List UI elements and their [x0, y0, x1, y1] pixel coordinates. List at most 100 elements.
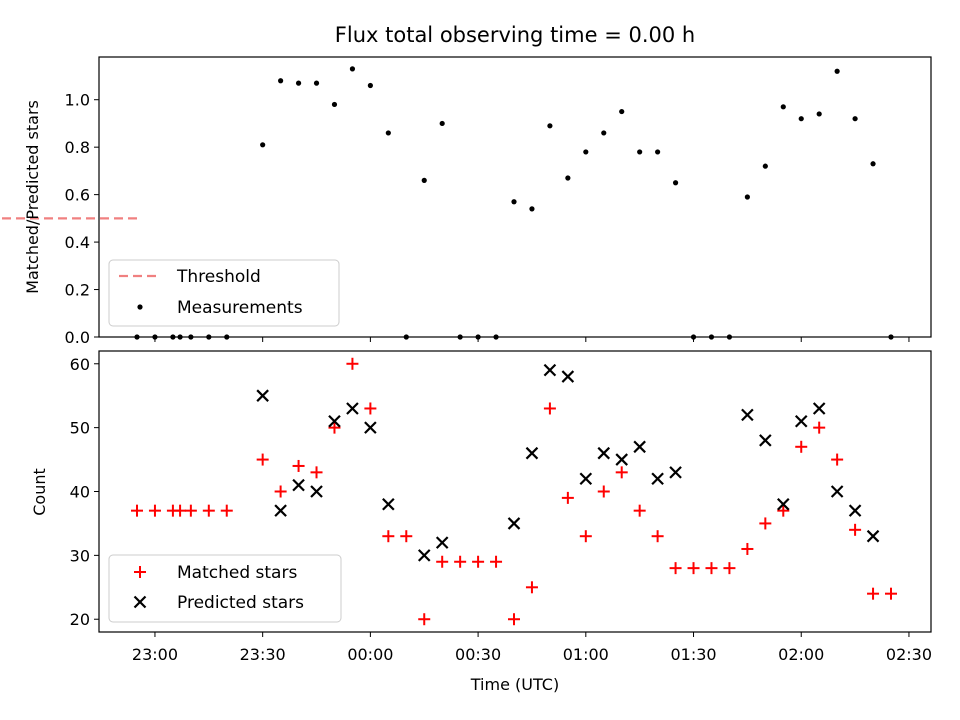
- predicted-stars-point: [346, 402, 359, 415]
- measurement-point: [439, 120, 445, 127]
- matched-stars-point: [202, 504, 215, 517]
- matched-stars-point: [561, 491, 574, 504]
- bottom-y-ticks: 20 30 40 50 60: [70, 355, 99, 629]
- predicted-stars-point: [417, 549, 431, 562]
- predicted-stars-point: [741, 408, 754, 422]
- predicted-stars-point: [669, 466, 682, 479]
- top-x-ticks: [154, 337, 910, 342]
- measurement-point: [870, 161, 876, 167]
- measurement-point: [260, 142, 266, 148]
- measurement-point: [619, 108, 625, 115]
- legend-matched-marker: [134, 566, 146, 578]
- measurement-point: [762, 163, 768, 169]
- top-y-axis-label: Matched/Predicted stars: [23, 100, 42, 294]
- legend-measurement-swatch: [137, 304, 143, 310]
- predicted-stars-point: [292, 478, 305, 492]
- measurement-point: [547, 123, 553, 129]
- bottom-legend-box: [108, 554, 342, 623]
- predicted-stars-point: [615, 453, 628, 466]
- matched-stars-point: [400, 530, 413, 543]
- matched-stars-point: [454, 555, 467, 568]
- legend-threshold-label: Threshold: [176, 267, 261, 287]
- matched-stars-point: [831, 453, 844, 466]
- predicted-stars-point: [777, 497, 790, 511]
- measurement-point: [798, 116, 804, 122]
- legend-matched-swatch: [134, 566, 146, 578]
- matched-stars-point: [436, 555, 449, 568]
- measurement-point: [367, 82, 373, 89]
- matched-stars-point: [579, 530, 592, 543]
- bottom-y-axis-label: Count: [30, 468, 49, 516]
- bottom-axes-frame: [98, 350, 932, 633]
- measurement-point: [816, 111, 822, 117]
- predicted-stars-point: [382, 497, 395, 511]
- bottom-x-tick-label: 02:00: [778, 645, 824, 664]
- matched-stars-point: [346, 357, 359, 370]
- predicted-stars-point: [274, 504, 287, 517]
- predicted-stars-point: [579, 472, 593, 486]
- matched-stars-point: [615, 466, 628, 479]
- bottom-x-tick-label: 23:00: [132, 645, 178, 664]
- matched-stars-point: [328, 421, 341, 434]
- matched-stars-point: [256, 453, 269, 466]
- measurement-point: [565, 175, 571, 181]
- matched-stars-point: [382, 530, 395, 543]
- top-y-tick-label: 0.8: [65, 138, 90, 157]
- matched-stars-point: [687, 562, 700, 575]
- matched-stars-point: [364, 402, 377, 415]
- matched-stars-point: [174, 504, 187, 517]
- measurement-point: [278, 78, 284, 84]
- matched-stars-point: [885, 587, 897, 600]
- matched-stars-point: [795, 440, 808, 453]
- measurement-point: [349, 66, 356, 72]
- matched-stars-point: [705, 562, 718, 575]
- legend-matched-label: Matched stars: [177, 563, 297, 583]
- legend-predicted-swatch: [133, 595, 147, 609]
- measurement-point: [529, 206, 535, 212]
- matched-stars-point: [508, 613, 520, 626]
- bottom-x-tick-label: 23:30: [240, 645, 286, 664]
- top-y-tick-label: 1.0: [65, 91, 90, 110]
- bottom-x-tick-label: 00:00: [347, 645, 393, 664]
- matched-stars-point: [274, 485, 287, 498]
- predicted-stars-point: [794, 414, 808, 428]
- matched-stars-point: [867, 587, 880, 600]
- bottom-x-tick-label: 01:00: [563, 645, 609, 664]
- chart-title: Flux total observing time = 0.00 h: [335, 23, 695, 47]
- bottom-y-tick-label: 30: [70, 546, 90, 565]
- top-legend-box: [108, 259, 340, 327]
- matched-stars-points: [131, 357, 897, 626]
- bottom-legend: Matched stars Predicted stars: [108, 554, 342, 623]
- predicted-stars-point: [561, 370, 575, 383]
- legend-predicted-label: Predicted stars: [177, 593, 304, 613]
- bottom-x-ticks: 23:00 23:30 00:00 00:30 01:00 01:30 02:00 02:30: [132, 632, 932, 664]
- predicted-stars-point: [310, 485, 323, 498]
- matched-stars-point: [849, 523, 862, 536]
- top-y-tick-label: 0.4: [65, 233, 90, 252]
- bottom-x-tick-label: 02:30: [886, 645, 932, 664]
- predicted-stars-point: [830, 485, 844, 498]
- predicted-stars-point: [848, 504, 862, 517]
- matched-stars-point: [148, 504, 161, 517]
- legend-predicted-marker: [133, 595, 147, 609]
- measurement-point: [313, 80, 320, 86]
- predicted-stars-points: [256, 363, 880, 562]
- matched-stars-point: [813, 421, 826, 434]
- bottom-y-tick-label: 50: [70, 419, 90, 438]
- predicted-stars-point: [364, 421, 377, 434]
- measurement-point: [601, 130, 607, 136]
- matched-stars-point: [633, 504, 646, 517]
- top-y-tick-label: 0.2: [65, 281, 90, 300]
- measurement-point: [834, 68, 840, 74]
- matched-stars-point: [184, 504, 197, 517]
- matched-stars-point: [490, 555, 503, 568]
- top-y-tick-label: 0.0: [65, 328, 90, 347]
- top-chart-panel: Flux total observing time = 0.00 h 0.0 0.…: [0, 23, 932, 347]
- measurement-point: [672, 180, 679, 186]
- measurement-point: [331, 101, 338, 108]
- top-y-tick-label: 0.6: [65, 186, 90, 205]
- measurement-point: [385, 130, 391, 136]
- bottom-x-tick-label: 01:30: [670, 645, 716, 664]
- measurement-points: [134, 66, 894, 340]
- measurement-point: [744, 194, 750, 200]
